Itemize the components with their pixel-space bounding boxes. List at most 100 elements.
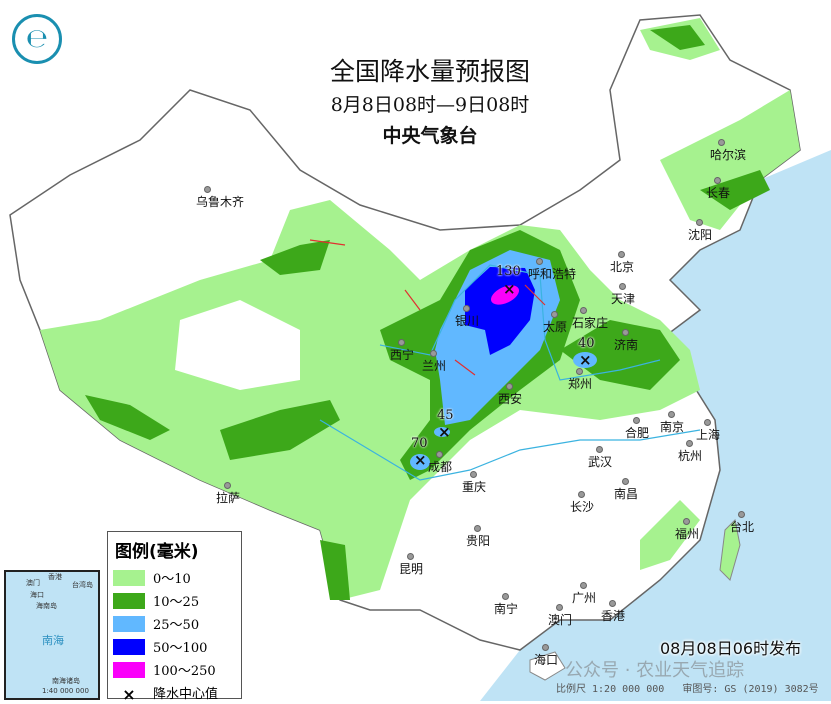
watermark: 公众号 · 农业天气追踪	[565, 660, 745, 681]
inset-label: 香港	[48, 573, 62, 581]
city-label: 成都	[428, 460, 453, 474]
legend-label: 0～10	[153, 572, 191, 587]
rain-center-marker: ×	[503, 280, 516, 298]
yangtze-river	[319, 419, 701, 481]
legend-label: 10～25	[153, 595, 200, 610]
legend-item: 25～50	[113, 612, 241, 635]
legend-item: 50～100	[113, 635, 241, 658]
taiwan-island	[719, 518, 741, 581]
city-label: 广州	[572, 591, 597, 605]
city-dot	[536, 258, 543, 265]
city-dot	[430, 350, 437, 357]
rain-area-100-250	[490, 285, 520, 305]
legend-swatch	[113, 569, 145, 586]
city-dot	[551, 311, 558, 318]
legend-swatch	[113, 615, 145, 632]
city-dot	[204, 186, 211, 193]
city-dot	[580, 307, 587, 314]
rain-area-10-25	[220, 400, 340, 460]
rain-area-25-50	[434, 427, 450, 437]
rain-center-value: 40	[578, 336, 595, 351]
rain-area-25-50	[573, 352, 597, 368]
scale-text: 比例尺 1:20 000 000	[556, 684, 665, 695]
legend-item: 100～250	[113, 658, 241, 681]
city-dot	[622, 329, 629, 336]
legend: 图例(毫米) 0～10 10～25 25～50 50～100 100～250 ×…	[107, 531, 242, 704]
city-dot	[696, 219, 703, 226]
inset-label: 台湾岛	[72, 581, 93, 589]
city-label: 南宁	[494, 602, 519, 616]
rain-center-marker: ×	[438, 423, 451, 441]
city-dot	[668, 411, 675, 418]
city-label: 武汉	[588, 455, 613, 469]
city-label: 南京	[660, 420, 685, 434]
hainan-island	[529, 651, 566, 681]
city-label: 济南	[614, 338, 639, 352]
city-label: 杭州	[678, 449, 703, 463]
city-dot	[683, 518, 690, 525]
map-scale: 比例尺 1:20 000 000 审图号: GS (2019) 3082号	[556, 684, 819, 696]
legend-label: 降水中心值	[153, 687, 219, 702]
inset-scale: 1:40 000 000	[42, 687, 89, 695]
city-dot	[609, 600, 616, 607]
issuer: 中央气象台	[382, 125, 478, 147]
issue-time: 08月08日06时发布	[660, 639, 802, 658]
legend-title: 图例(毫米)	[115, 542, 199, 562]
city-label: 银川	[455, 314, 480, 328]
inset-label: 南海	[42, 634, 64, 647]
rain-area-10-25	[650, 25, 705, 50]
city-label: 昆明	[399, 562, 424, 576]
city-dot	[580, 582, 587, 589]
legend-label: 50～100	[153, 641, 208, 656]
city-dot	[718, 139, 725, 146]
city-dot	[704, 419, 711, 426]
legend-swatch	[113, 661, 145, 678]
rain-area-10-25	[560, 320, 680, 390]
city-label: 拉萨	[216, 491, 241, 505]
city-dot	[686, 440, 693, 447]
legend-item: 10～25	[113, 589, 241, 612]
city-label: 乌鲁木齐	[196, 195, 245, 209]
city-label: 贵阳	[466, 534, 491, 548]
rain-center-value: 45	[437, 408, 454, 423]
city-dot	[502, 593, 509, 600]
city-dot	[556, 604, 563, 611]
city-label: 澳门	[548, 613, 573, 627]
city-label: 长沙	[570, 500, 595, 514]
city-dot	[714, 177, 721, 184]
city-label: 沈阳	[688, 228, 713, 242]
city-dot	[738, 511, 745, 518]
city-label: 福州	[675, 527, 700, 541]
rain-area-0-10	[660, 90, 800, 230]
city-label: 海口	[534, 653, 559, 667]
inset-label: 南海诸岛	[52, 677, 80, 685]
no-rain-area	[175, 300, 300, 390]
inset-label: 海口	[30, 591, 44, 599]
city-label: 石家庄	[572, 316, 609, 330]
rain-center-marker: ×	[579, 351, 592, 369]
city-dot	[576, 368, 583, 375]
rain-area-10-25	[85, 395, 170, 440]
city-dot	[619, 283, 626, 290]
city-label: 呼和浩特	[528, 267, 577, 281]
forecast-period: 8月8日08时—9日08时	[330, 94, 530, 116]
city-dot	[474, 525, 481, 532]
rain-center-value: 130	[496, 264, 521, 279]
city-label: 长春	[706, 186, 731, 200]
legend-item: 0～10	[113, 566, 241, 589]
legend-label: 25～50	[153, 618, 200, 633]
city-dot	[506, 383, 513, 390]
city-dot	[542, 644, 549, 651]
rain-area-0-10	[640, 500, 700, 570]
city-dot	[470, 471, 477, 478]
city-dot	[398, 339, 405, 346]
city-dot	[407, 553, 414, 560]
south-china-sea-inset: 澳门 香港 台湾岛 海口 海南岛 南海 南海诸岛 1:40 000 000	[4, 570, 100, 700]
city-label: 郑州	[568, 377, 593, 391]
inset-label: 海南岛	[36, 602, 57, 610]
legend-swatch	[113, 592, 145, 609]
map-title: 全国降水量预报图	[329, 57, 530, 86]
city-dot	[633, 417, 640, 424]
map-approval-number: 审图号: GS (2019) 3082号	[682, 684, 819, 695]
